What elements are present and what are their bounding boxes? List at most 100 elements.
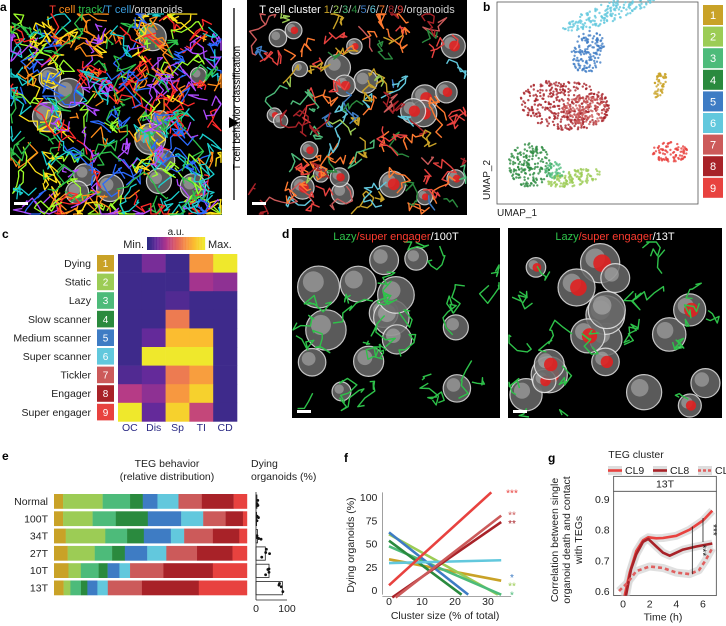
column-label: Dis: [146, 422, 161, 434]
cell-track: [327, 134, 341, 157]
title-part: cell: [59, 4, 79, 16]
cell-track: [10, 86, 32, 116]
x-tick-label: 2: [647, 599, 653, 611]
umap-point-cluster-8: [536, 108, 539, 111]
umap-point-cluster-9: [654, 150, 658, 153]
chart-subtitle: (relative distribution): [120, 471, 215, 483]
umap-point-cluster-4: [525, 149, 529, 153]
umap-legend: 1 2 3 4 5 6 7 8 9: [703, 5, 723, 198]
cell-track: [362, 95, 378, 116]
umap-point-cluster-9: [681, 145, 685, 148]
umap-point-cluster-7: [589, 109, 593, 112]
y-tick-label: 75: [366, 515, 378, 527]
cell-track: [63, 145, 84, 155]
umap-point-cluster-8: [551, 92, 555, 96]
cell-track: [10, 32, 39, 56]
umap-point-cluster-5: [585, 52, 588, 55]
y-tick-label: 50: [366, 539, 378, 551]
umap-point-cluster-7: [598, 103, 602, 106]
umap-point-cluster-6: [574, 22, 577, 25]
cell-track: [295, 335, 315, 351]
umap-point-cluster-7: [573, 113, 576, 116]
cell-track: [45, 119, 66, 136]
umap-point-cluster-6: [626, 12, 629, 15]
umap-point-cluster-8: [530, 109, 534, 112]
cell-track: [12, 184, 37, 200]
umap-point-cluster-8: [567, 90, 570, 94]
heatmap-cell: [189, 365, 214, 385]
umap-point-cluster-7: [578, 114, 581, 118]
heatmap-cell: [141, 347, 166, 366]
umap-point-cluster-8: [581, 105, 584, 109]
cell-track: [374, 191, 385, 203]
stacked-segment-cluster-9: [239, 528, 248, 544]
stacked-segment-cluster-1: [54, 545, 68, 561]
stacked-segment-cluster-5: [107, 563, 120, 578]
title-part: 1: [324, 4, 330, 16]
umap-point-cluster-7: [564, 115, 567, 118]
umap-point-cluster-3: [558, 174, 562, 178]
umap-point-cluster-4: [515, 169, 518, 172]
cell-track: [445, 58, 467, 80]
umap-point-cluster-5: [570, 50, 573, 53]
umap-point-cluster-7: [588, 104, 591, 107]
umap-point-cluster-6: [567, 29, 570, 32]
cell-track: [458, 360, 473, 400]
cell-track: [328, 79, 350, 93]
stacked-segment-cluster-3: [70, 580, 82, 596]
umap-point-cluster-8: [541, 89, 544, 92]
cell-track: [280, 13, 291, 24]
dying-point: [267, 567, 271, 571]
umap-point-cluster-8: [522, 109, 526, 112]
umap-point-cluster-2: [589, 175, 593, 178]
cell-track: [186, 121, 199, 139]
umap-point-cluster-5: [587, 44, 591, 48]
cell-track: [383, 93, 398, 113]
heatmap-cell: [189, 384, 214, 404]
organoid-highlight: [76, 166, 88, 178]
engager-cell: [442, 87, 453, 98]
cell-track: [152, 67, 165, 86]
umap-point-cluster-7: [587, 107, 590, 111]
organoid-highlight: [513, 382, 531, 399]
cell-track: [50, 25, 71, 46]
title-part: /: [330, 4, 334, 16]
umap-point-cluster-4: [512, 177, 516, 181]
umap-point-cluster-8: [575, 82, 578, 85]
umap-point-cluster-9: [666, 145, 669, 148]
cell-track: [16, 57, 37, 87]
umap-point-cluster-1: [659, 74, 662, 78]
colorbar-segment: [171, 237, 174, 250]
umap-point-cluster-3: [549, 165, 553, 169]
umap-point-cluster-7: [584, 111, 587, 114]
umap-point-cluster-5: [588, 56, 591, 59]
cell-track: [57, 119, 77, 152]
cell-track: [386, 28, 408, 50]
engager-cell: [581, 328, 598, 344]
cell-track: [376, 39, 393, 60]
stacked-segment-cluster-9: [198, 580, 248, 596]
umap-point-cluster-6: [568, 21, 571, 24]
umap-point-cluster-6: [600, 15, 603, 18]
umap-point-cluster-4: [512, 156, 516, 159]
colorbar-segment: [191, 237, 194, 250]
category-label: 27T: [30, 548, 49, 560]
umap-point-cluster-7: [596, 117, 599, 120]
column-label: CD: [218, 422, 234, 434]
umap-point-cluster-5: [598, 53, 601, 56]
cell-track: [40, 13, 60, 68]
umap-point-cluster-6: [588, 10, 591, 13]
umap-point-cluster-8: [602, 100, 605, 104]
umap-point-cluster-8: [564, 85, 568, 88]
cell-track: [176, 178, 196, 210]
colorbar-segment: [155, 237, 158, 250]
cell-track: [48, 194, 78, 215]
legend-label: CL7: [715, 465, 726, 477]
umap-point-cluster-7: [582, 108, 585, 111]
y-tick-label: 25: [366, 562, 378, 574]
stacked-segment-cluster-7: [166, 545, 198, 561]
umap-point-cluster-6: [600, 3, 603, 7]
cell-track: [374, 73, 384, 87]
cell-track: [558, 365, 573, 386]
umap-point-cluster-8: [533, 99, 536, 103]
